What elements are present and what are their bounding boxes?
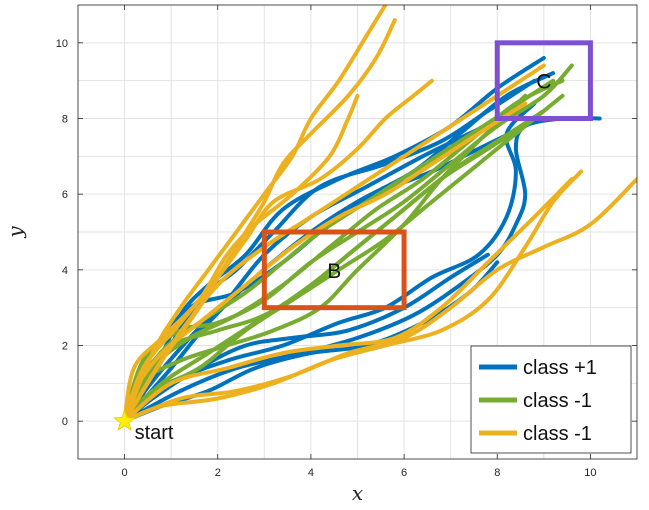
- y-tick-label: 0: [62, 416, 68, 428]
- y-tick-label: 2: [62, 341, 68, 353]
- legend-label: class -1: [523, 423, 592, 445]
- x-tick-label: 8: [494, 467, 500, 479]
- trajectory-line: [122, 177, 574, 424]
- x-tick-label: 10: [584, 467, 596, 479]
- series-3: [122, 5, 637, 424]
- trajectory-line: [122, 93, 360, 424]
- y-tick-label: 8: [62, 114, 68, 126]
- trajectory-line: [122, 71, 556, 424]
- trajectory-line: [122, 78, 434, 424]
- y-tick-label: 10: [56, 38, 68, 50]
- region-c-box: [494, 40, 593, 121]
- axes-frame: [77, 4, 638, 460]
- x-axis-label: x: [352, 481, 363, 505]
- start-star-icon: [112, 409, 137, 432]
- trajectory-line: [122, 252, 490, 424]
- x-tick-label: 0: [122, 467, 128, 479]
- start-label: start: [135, 422, 174, 444]
- trajectory-line: [122, 93, 565, 424]
- x-tick-label: 6: [401, 467, 407, 479]
- trajectory-line: [122, 177, 637, 424]
- trajectory-line: [122, 101, 528, 424]
- trajectory-line: [122, 101, 537, 424]
- trajectory-line: [122, 5, 388, 424]
- legend: class +1 class -1 class -1: [470, 345, 632, 454]
- y-axis-label: y: [3, 226, 27, 239]
- region-c-label: C: [536, 71, 551, 94]
- trajectory-line: [122, 63, 574, 424]
- x-tick-label: 4: [308, 467, 314, 479]
- x-tick-label: 2: [215, 467, 221, 479]
- legend-label: class +1: [523, 357, 597, 379]
- legend-label: class -1: [523, 390, 592, 412]
- trajectory-line: [122, 169, 584, 424]
- region-b-label: B: [327, 260, 341, 283]
- y-tick-label: 4: [62, 265, 68, 277]
- region-b-box: [261, 229, 407, 311]
- y-tick-label: 6: [62, 189, 68, 201]
- trajectory-line: [122, 63, 546, 424]
